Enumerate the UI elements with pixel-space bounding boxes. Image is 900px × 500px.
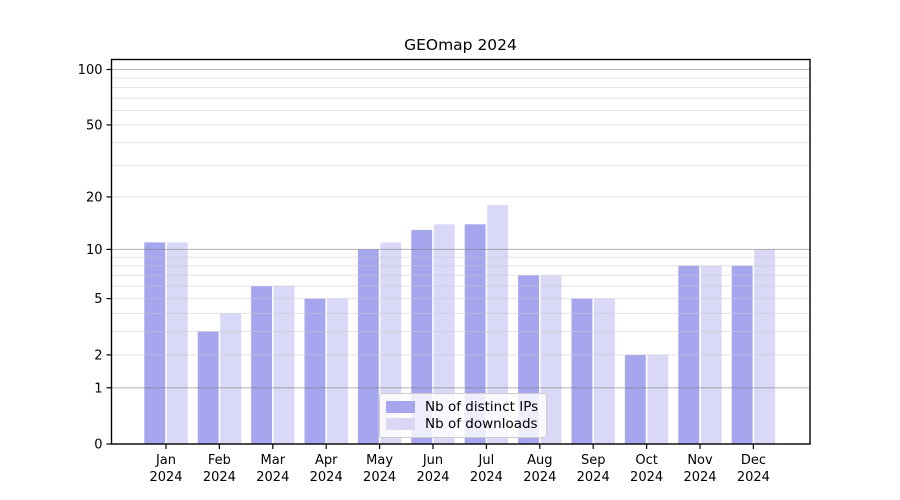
y-tick-label-50: 50 bbox=[86, 118, 103, 133]
x-tick-label-year-jul: 2024 bbox=[470, 470, 503, 485]
y-tick-label-100: 100 bbox=[78, 63, 103, 78]
x-tick-label-year-feb: 2024 bbox=[203, 470, 236, 485]
legend: Nb of distinct IPs Nb of downloads bbox=[379, 393, 547, 438]
bar-oct-series0 bbox=[624, 354, 646, 444]
y-tick-label-10: 10 bbox=[86, 243, 103, 258]
bar-dec-series1 bbox=[754, 249, 776, 444]
x-tick-label-month-dec: Dec bbox=[741, 453, 766, 468]
x-tick-label-year-dec: 2024 bbox=[737, 470, 770, 485]
x-tick-label-year-sep: 2024 bbox=[577, 470, 610, 485]
x-tick-label-year-aug: 2024 bbox=[523, 470, 556, 485]
bar-jul-series1 bbox=[487, 205, 509, 444]
bar-jan-series0 bbox=[144, 242, 166, 444]
x-tick-label-month-may: May bbox=[366, 453, 393, 468]
x-tick-label-year-jan: 2024 bbox=[149, 470, 182, 485]
bar-oct-series1 bbox=[647, 354, 669, 444]
y-tick-label-5: 5 bbox=[94, 292, 102, 307]
y-tick-label-1: 1 bbox=[94, 381, 102, 396]
bar-apr-series1 bbox=[327, 298, 348, 444]
bar-may-series0 bbox=[357, 249, 379, 444]
y-tick-label-20: 20 bbox=[86, 190, 103, 205]
x-tick-label-month-jan: Jan bbox=[155, 453, 176, 468]
y-tick-label-0: 0 bbox=[94, 438, 102, 453]
bar-jul-series0 bbox=[464, 224, 486, 444]
x-tick-label-month-jun: Jun bbox=[422, 453, 443, 468]
bar-apr-series0 bbox=[304, 298, 326, 444]
x-tick-label-month-aug: Aug bbox=[527, 453, 552, 468]
bar-feb-series1 bbox=[220, 313, 242, 444]
legend-swatch-distinct-ips bbox=[386, 401, 415, 414]
legend-label-distinct-ips: Nb of distinct IPs bbox=[425, 399, 539, 416]
legend-swatch-downloads bbox=[386, 417, 415, 430]
y-tick-label-2: 2 bbox=[94, 348, 102, 363]
plot-border bbox=[110, 58, 811, 445]
legend-label-downloads: Nb of downloads bbox=[425, 415, 538, 432]
bar-jan-series1 bbox=[166, 242, 188, 444]
x-tick-label-year-apr: 2024 bbox=[310, 470, 343, 485]
bar-mar-series1 bbox=[273, 286, 295, 444]
x-tick-label-year-jun: 2024 bbox=[416, 470, 449, 485]
bar-sep-series1 bbox=[594, 298, 615, 444]
x-tick-label-month-mar: Mar bbox=[261, 453, 286, 468]
bar-sep-series0 bbox=[571, 298, 593, 444]
bar-mar-series0 bbox=[251, 286, 272, 444]
x-tick-label-month-sep: Sep bbox=[581, 453, 606, 468]
x-tick-label-year-may: 2024 bbox=[363, 470, 396, 485]
legend-item-downloads: Nb of downloads bbox=[386, 415, 538, 432]
bar-jun-series0 bbox=[411, 229, 433, 444]
legend-item-distinct-ips: Nb of distinct IPs bbox=[386, 399, 539, 416]
x-tick-label-month-oct: Oct bbox=[635, 453, 657, 468]
x-tick-label-month-apr: Apr bbox=[315, 453, 338, 468]
bar-jun-series1 bbox=[433, 224, 455, 444]
x-tick-label-year-mar: 2024 bbox=[256, 470, 289, 485]
chart-title: GEOmap 2024 bbox=[404, 36, 517, 54]
x-tick-label-month-feb: Feb bbox=[208, 453, 231, 468]
x-tick-label-month-jul: Jul bbox=[478, 453, 495, 468]
x-tick-label-year-nov: 2024 bbox=[683, 470, 716, 485]
x-tick-label-month-nov: Nov bbox=[687, 453, 713, 468]
x-tick-label-year-oct: 2024 bbox=[630, 470, 663, 485]
